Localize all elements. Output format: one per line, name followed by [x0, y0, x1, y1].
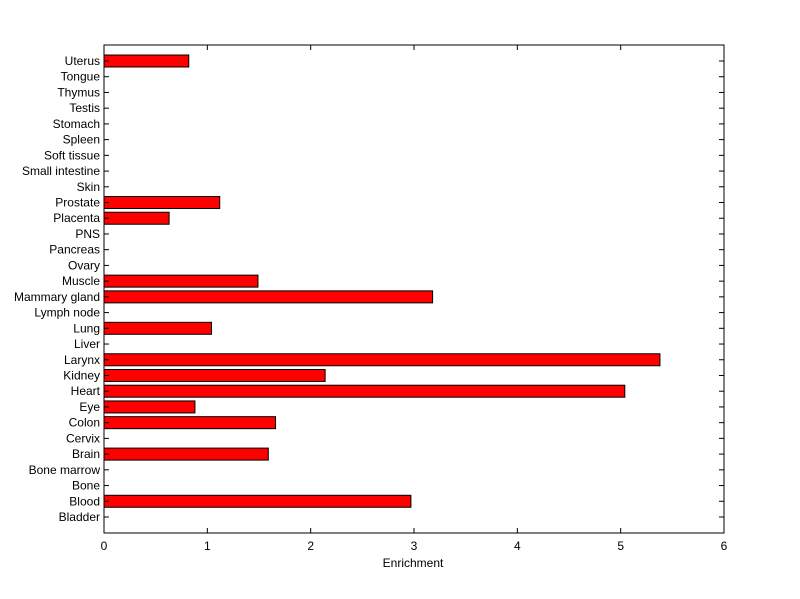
- bar-mammary-gland: [103, 290, 434, 304]
- x-tick-label-3: 3: [411, 539, 418, 553]
- y-tick-label-thymus: Thymus: [57, 85, 100, 99]
- y-tick-label-kidney: Kidney: [63, 368, 100, 382]
- bar-kidney: [103, 368, 326, 382]
- x-tick-label-6: 6: [721, 539, 728, 553]
- y-tick-label-heart: Heart: [71, 384, 101, 398]
- y-tick-label-brain: Brain: [72, 447, 100, 461]
- y-tick-label-tongue: Tongue: [61, 70, 101, 84]
- x-tick-label-5: 5: [617, 539, 624, 553]
- y-tick-label-lymph-node: Lymph node: [34, 306, 100, 320]
- y-tick-label-bone: Bone: [72, 479, 100, 493]
- y-tick-label-ovary: Ovary: [68, 258, 100, 272]
- bar-prostate: [103, 196, 221, 210]
- y-tick-label-stomach: Stomach: [53, 117, 100, 131]
- y-tick-label-colon: Colon: [69, 416, 100, 430]
- x-tick-label-2: 2: [307, 539, 314, 553]
- y-tick-label-skin: Skin: [77, 180, 100, 194]
- bar-brain: [103, 447, 269, 461]
- y-tick-label-soft-tissue: Soft tissue: [44, 148, 100, 162]
- y-tick-label-pancreas: Pancreas: [49, 243, 100, 257]
- y-tick-label-blood: Blood: [69, 494, 100, 508]
- y-tick-label-small-intestine: Small intestine: [22, 164, 100, 178]
- x-tick-label-0: 0: [101, 539, 108, 553]
- x-axis-label: Enrichment: [383, 556, 444, 570]
- bar-muscle: [103, 274, 259, 288]
- y-tick-label-bladder: Bladder: [59, 510, 100, 524]
- y-tick-label-liver: Liver: [74, 337, 100, 351]
- bar-blood: [103, 494, 412, 508]
- bar-colon: [103, 416, 277, 430]
- y-tick-label-eye: Eye: [79, 400, 100, 414]
- y-tick-label-mammary-gland: Mammary gland: [14, 290, 100, 304]
- y-tick-label-placenta: Placenta: [53, 211, 100, 225]
- y-tick-label-cervix: Cervix: [66, 431, 100, 445]
- y-tick-label-muscle: Muscle: [62, 274, 100, 288]
- bar-uterus: [103, 54, 190, 68]
- bar-placenta: [103, 211, 170, 225]
- bar-lung: [103, 321, 212, 335]
- y-tick-label-uterus: Uterus: [65, 54, 100, 68]
- x-tick-label-4: 4: [514, 539, 521, 553]
- bar-larynx: [103, 353, 661, 367]
- y-tick-label-prostate: Prostate: [55, 196, 100, 210]
- x-tick-label-1: 1: [204, 539, 211, 553]
- y-tick-label-bone-marrow: Bone marrow: [29, 463, 101, 477]
- x-axis-ticks: 0 1 2 3 4 5 6: [101, 45, 728, 553]
- y-tick-label-larynx: Larynx: [64, 353, 100, 367]
- y-tick-label-lung: Lung: [73, 321, 100, 335]
- y-tick-label-testis: Testis: [69, 101, 100, 115]
- plot-frame: [103, 44, 725, 534]
- bar-heart: [103, 384, 626, 398]
- y-tick-label-spleen: Spleen: [63, 133, 100, 147]
- bar-eye: [103, 400, 196, 414]
- y-tick-label-pns: PNS: [75, 227, 100, 241]
